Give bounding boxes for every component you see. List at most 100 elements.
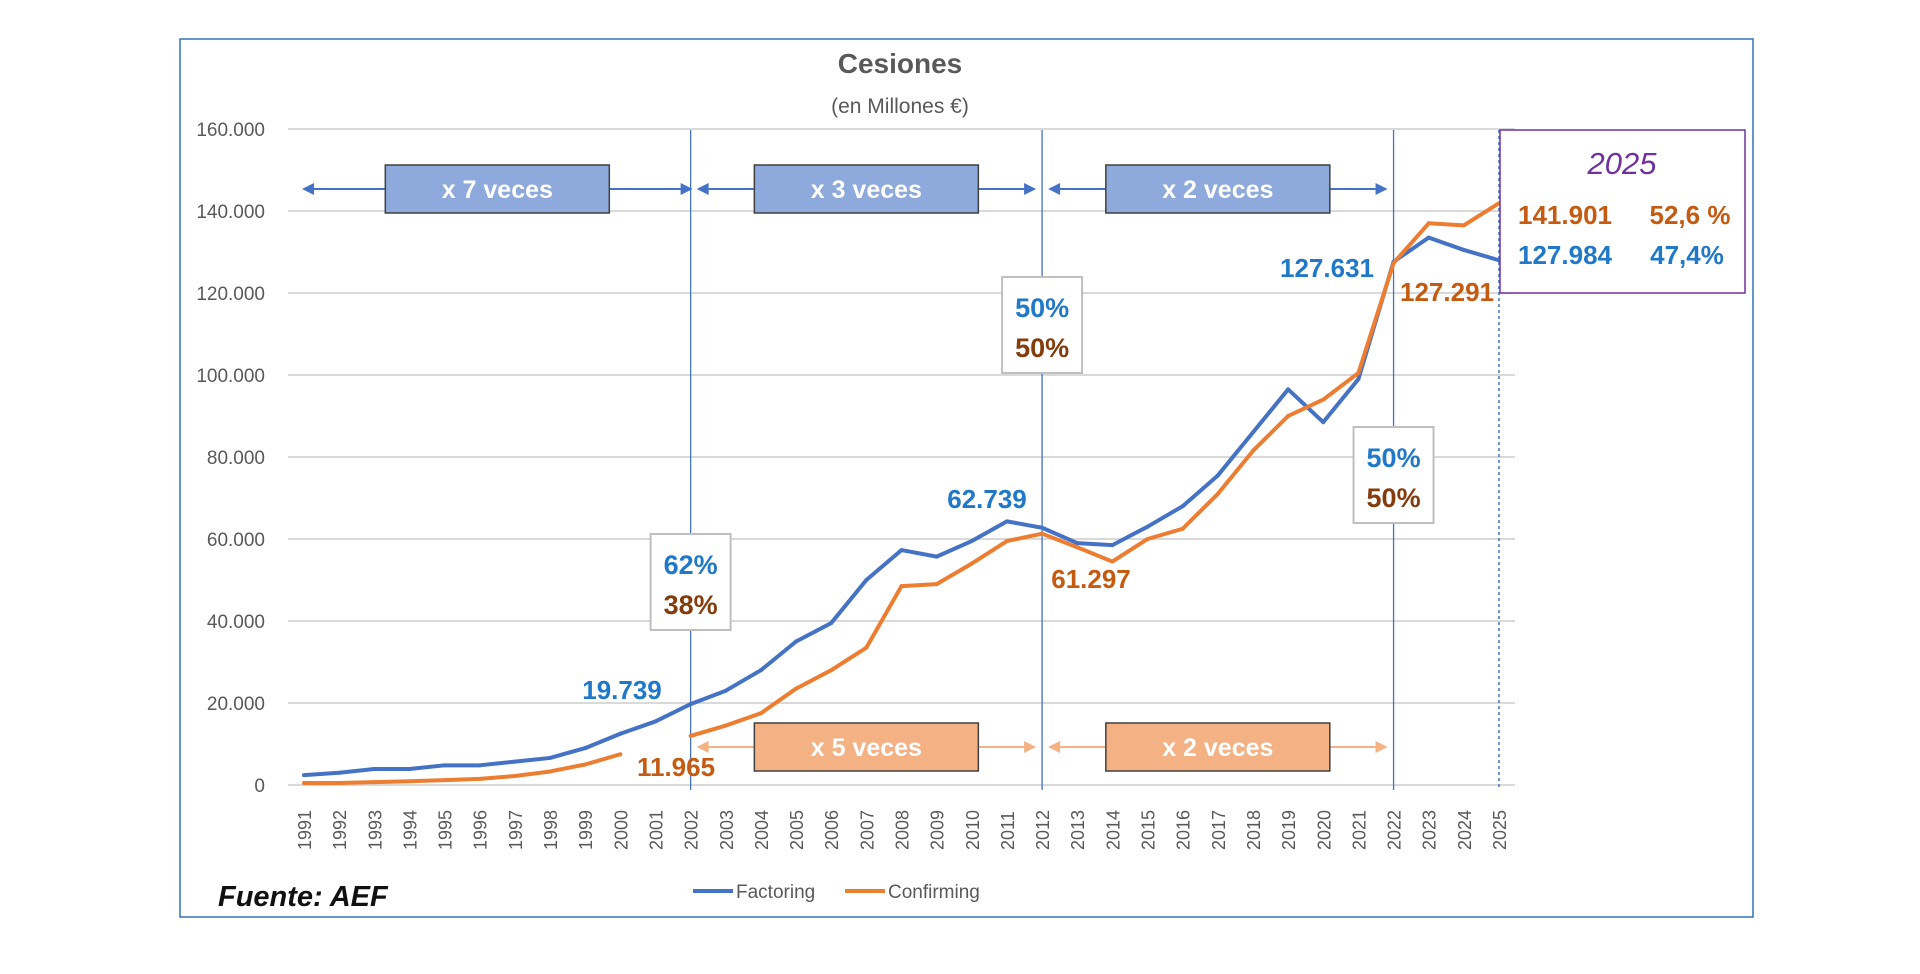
factoring-point [1145,524,1150,529]
arrow-head-right [1375,183,1388,195]
chart-subtitle: (en Millones €) [831,95,969,118]
y-tick-label: 160.000 [196,120,265,141]
factoring-value-label-2012: 62.739 [947,484,1027,514]
x-tick-label: 1994 [400,810,420,850]
period-box [1105,164,1331,214]
confirming-line [690,201,1501,738]
factoring-point [794,639,799,644]
confirming-point [864,645,869,650]
factoring-point [688,702,693,707]
factoring-point [1426,235,1431,240]
confirming-share: 50% [1015,333,1069,363]
y-tick-label: 100.000 [196,366,265,387]
x-tick-label: 1995 [436,810,456,850]
x-tick-label: 2019 [1279,810,1299,850]
x-tick-label: 1997 [506,810,526,850]
top-period-0: x 7 veces [302,164,693,214]
confirming-point [407,779,412,784]
bottom-period-1: x 2 veces [1048,722,1388,772]
y-tick-label: 20.000 [207,694,265,715]
period-label: x 7 veces [442,176,553,204]
factoring-point [512,759,517,764]
x-tick-label: 2010 [963,810,983,850]
factoring-point [618,731,623,736]
factoring-point [1356,377,1361,382]
x-tick-label: 2014 [1103,810,1123,850]
x-tick-label: 2002 [682,810,702,850]
legend-factoring-label: Factoring [736,882,815,903]
confirming-point [1110,559,1115,564]
factoring-point [442,763,447,768]
confirming-point [934,582,939,587]
x-tick-label: 2024 [1455,810,1475,850]
y-tick-label: 120.000 [196,284,265,305]
y-tick-label: 80.000 [207,448,265,469]
share-box-2012: 50%50% [1001,276,1084,374]
confirming-point [1321,397,1326,402]
factoring-point [477,763,482,768]
x-tick-label: 2012 [1033,810,1053,850]
confirming-point [1250,448,1255,453]
x-tick-label: 1998 [541,810,561,850]
factoring-point [723,688,728,693]
arrow-head-right [1024,183,1037,195]
confirming-line [304,752,621,785]
top-period-2: x 2 veces [1048,164,1388,214]
factoring-point [407,767,412,772]
arrow-head-left [696,183,709,195]
confirming-share: 50% [1367,483,1421,513]
confirming-point [1075,545,1080,550]
x-tick-label: 2013 [1068,810,1088,850]
arrow-head-right [1375,741,1388,753]
factoring-point [1286,387,1291,392]
factoring-share: 50% [1367,443,1421,473]
factoring-point [1040,525,1045,530]
confirming-point [1356,370,1361,375]
confirming-point [548,769,553,774]
factoring-point [864,578,869,582]
factoring-point [969,539,974,544]
bottom-period-0: x 5 veces [696,722,1037,772]
share-box-frame [1352,426,1435,524]
confirming-point [1180,526,1185,531]
factoring-point [548,755,553,760]
confirming-point [969,561,974,566]
factoring-point [337,770,342,775]
factoring-point [583,746,588,751]
x-tick-label: 1993 [365,810,385,850]
x-tick-label: 2004 [752,810,772,850]
x-tick-label: 2021 [1349,810,1369,850]
y-tick-label: 140.000 [196,202,265,223]
period-box [384,164,611,214]
x-tick-label: 2016 [1174,810,1194,850]
factoring-point [372,767,377,772]
x-tick-label: 2007 [857,810,877,850]
x-tick-label: 2011 [998,811,1018,850]
factoring-point [1075,541,1080,546]
confirming-point [723,723,728,728]
confirming-point [477,776,482,781]
factoring-point [1461,247,1466,252]
confirming-point [1004,539,1009,544]
factoring-2025-value: 127.984 [1518,240,1613,270]
share-box-2002: 62%38% [649,533,732,631]
confirming-point [583,762,588,767]
confirming-share: 38% [664,590,718,620]
confirming-point [688,733,693,738]
period-box [753,164,980,214]
source-note: Fuente: AEF [218,881,389,913]
confirming-point [442,778,447,783]
confirming-point [794,686,799,691]
x-tick-label: 2008 [893,810,913,850]
confirming-value-label-2002: 11.965 [637,752,715,782]
x-tick-label: 1996 [471,810,491,850]
x-tick-label: 1992 [330,810,350,850]
arrow-head-left [1048,183,1061,195]
confirming-point [758,711,763,716]
x-tick-label: 2009 [928,810,948,850]
confirming-point [1145,537,1150,541]
x-tick-label: 2020 [1314,810,1334,850]
period-label: x 2 veces [1162,176,1273,204]
factoring-value-label-2022: 127.631 [1280,253,1374,283]
arrow-head-left [1048,741,1061,753]
